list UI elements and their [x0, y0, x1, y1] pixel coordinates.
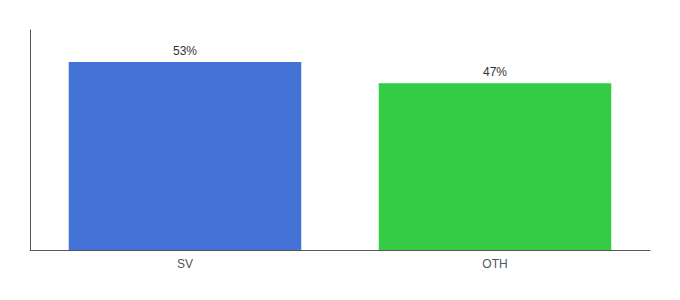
- svg-text:53%: 53%: [173, 44, 197, 58]
- svg-text:SV: SV: [177, 257, 193, 271]
- svg-text:47%: 47%: [483, 65, 507, 79]
- svg-text:OTH: OTH: [482, 257, 507, 271]
